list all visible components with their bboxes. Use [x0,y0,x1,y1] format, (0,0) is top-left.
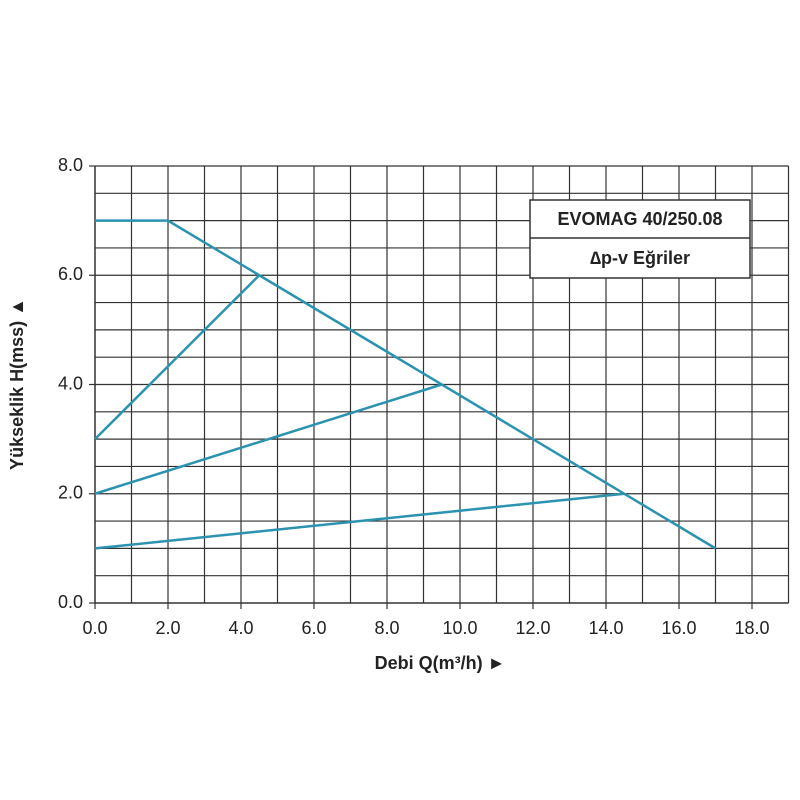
x-tick-label: 12.0 [515,618,550,638]
y-axis-label: Yükseklik H(mss) ▲ [7,298,27,470]
annotation: ∆p-v Eğriler [590,248,690,268]
y-tick-label: 6.0 [58,264,83,284]
x-tick-label: 16.0 [661,618,696,638]
curve [95,219,717,550]
y-tick-label: 4.0 [58,373,83,393]
curve [94,492,625,550]
x-axis-label: Debi Q(m³/h) ► [375,653,506,673]
curve [94,274,261,441]
x-tick-label: 10.0 [442,618,477,638]
annotation: EVOMAG 40/250.08 [557,209,722,229]
x-tick-label: 14.0 [588,618,623,638]
x-tick-label: 0.0 [82,618,107,638]
x-tick-label: 8.0 [374,618,399,638]
y-tick-label: 8.0 [58,155,83,175]
annotation-box [529,199,751,279]
y-tick-label: 0.0 [58,592,83,612]
x-tick-label: 18.0 [734,618,769,638]
x-tick-label: 2.0 [155,618,180,638]
x-tick-label: 4.0 [228,618,253,638]
x-tick-label: 6.0 [301,618,326,638]
curve [94,383,443,495]
y-tick-label: 2.0 [58,483,83,503]
